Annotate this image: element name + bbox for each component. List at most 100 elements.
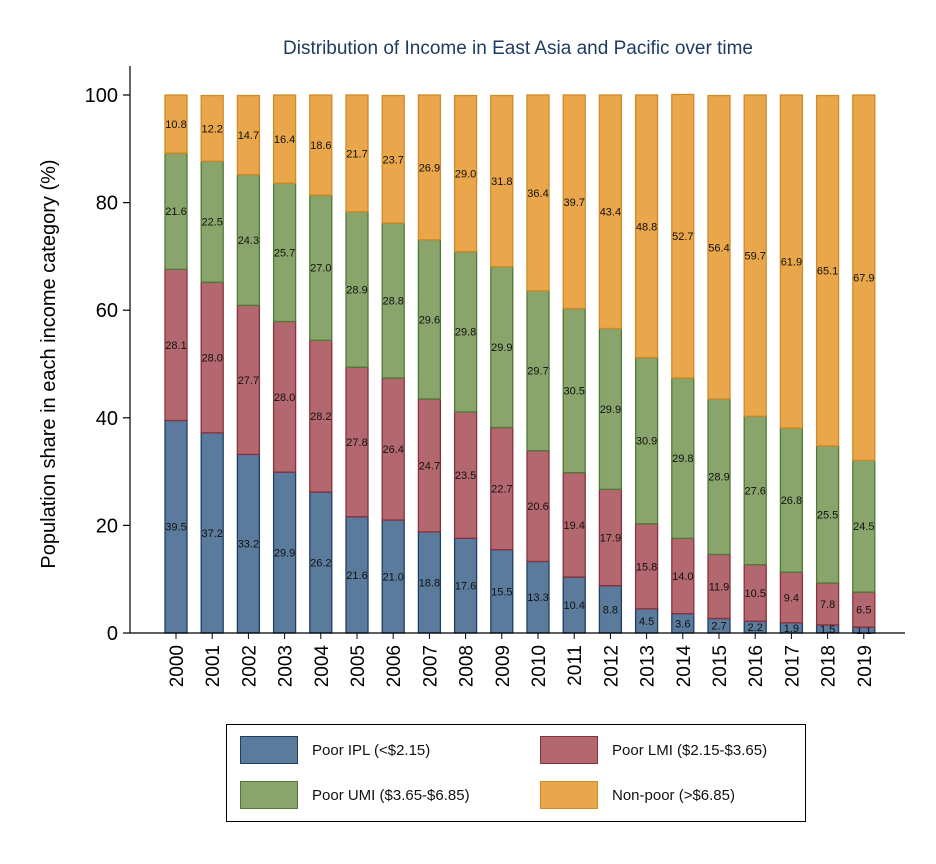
- legend-item-poor-ipl: Poor IPL (<$2.15): [240, 736, 430, 764]
- data-label: 26.2: [310, 558, 331, 570]
- data-label: 30.9: [636, 436, 657, 448]
- bar-segment: [815, 94, 840, 447]
- data-label: 37.2: [201, 528, 222, 540]
- legend-item-poor-umi: Poor UMI ($3.65-$6.85): [240, 781, 470, 809]
- x-tick-label: 2007: [420, 645, 441, 687]
- bar-segment: [562, 94, 586, 310]
- data-label: 26.8: [781, 495, 802, 507]
- data-label: 10.4: [563, 600, 584, 612]
- data-label: 27.6: [744, 485, 765, 497]
- data-label: 21.6: [346, 570, 367, 582]
- data-label: 20.6: [527, 501, 548, 513]
- x-tick-label: 2004: [312, 645, 333, 688]
- data-label: 1.9: [784, 623, 799, 635]
- data-label: 29.9: [491, 342, 512, 354]
- x-tick-label: 2019: [855, 645, 876, 687]
- x-tick-label: 2001: [203, 645, 224, 687]
- data-label: 39.5: [165, 522, 186, 534]
- data-label: 9.4: [784, 592, 799, 604]
- data-label: 1.1: [856, 625, 871, 637]
- data-label: 17.6: [455, 581, 476, 593]
- legend-swatch-poor-ipl: [240, 736, 298, 764]
- data-label: 15.8: [636, 561, 657, 573]
- data-label: 29.0: [455, 169, 476, 181]
- data-label: 2.7: [711, 621, 726, 633]
- data-label: 29.9: [274, 548, 295, 560]
- data-label: 28.2: [310, 411, 331, 423]
- data-label: 28.1: [165, 340, 186, 352]
- data-label: 2.2: [748, 622, 763, 634]
- legend-swatch-poor-lmi: [540, 736, 598, 764]
- data-label: 13.3: [527, 592, 548, 604]
- data-label: 27.7: [238, 375, 259, 387]
- data-label: 36.4: [527, 188, 548, 200]
- chart-title: Distribution of Income in East Asia and …: [283, 38, 753, 59]
- x-tick-label: 2010: [529, 645, 550, 687]
- bar-segment: [164, 94, 188, 154]
- data-label: 14.7: [238, 130, 259, 142]
- data-label: 39.7: [563, 197, 584, 209]
- bar-segment: [200, 94, 224, 162]
- data-label: 28.0: [274, 392, 295, 404]
- legend-label-poor-lmi: Poor LMI ($2.15-$3.65): [612, 741, 768, 759]
- y-tick-label: 100: [85, 85, 118, 107]
- data-label: 3.6: [675, 618, 690, 630]
- data-label: 30.5: [563, 386, 584, 398]
- data-label: 29.9: [600, 404, 621, 416]
- legend-label-poor-umi: Poor UMI ($3.65-$6.85): [312, 786, 470, 804]
- data-label: 21.7: [346, 148, 367, 160]
- data-label: 6.5: [856, 605, 871, 617]
- data-label: 15.5: [491, 586, 512, 598]
- bar-segment: [345, 94, 369, 213]
- bars-layer: 39.5 28.1 21.6 10.8 37.2 28.0 22.5 12.2 33.2 27.7…: [164, 93, 876, 637]
- data-label: 10.5: [744, 588, 765, 600]
- data-label: 18.8: [419, 577, 440, 589]
- bar-segment: [779, 94, 804, 429]
- data-label: 25.7: [274, 247, 295, 259]
- y-tick-label: 40: [96, 408, 118, 430]
- data-label: 24.7: [419, 460, 440, 472]
- legend-label-poor-ipl: Poor IPL (<$2.15): [312, 741, 431, 759]
- x-tick-label: 2014: [674, 645, 695, 688]
- x-tick-label: 2005: [348, 645, 369, 687]
- legend-item-non-poor: Non-poor (>$6.85): [540, 781, 735, 809]
- bar-segment: [634, 94, 659, 359]
- data-label: 24.5: [853, 521, 874, 533]
- axes-layer: 2000 2001 2002 2003 2004 2005 2006 2007 2008 2009…: [85, 66, 905, 687]
- x-tick-label: 2016: [746, 645, 767, 687]
- bar-segment: [490, 94, 514, 268]
- bar-segment: [309, 94, 333, 196]
- bar-segment: [671, 93, 695, 379]
- y-tick-label: 20: [96, 515, 118, 537]
- bar-segment: [526, 94, 550, 292]
- data-label: 33.2: [238, 539, 259, 551]
- data-label: 52.7: [672, 231, 693, 243]
- bar-segment: [598, 94, 623, 330]
- data-label: 67.9: [853, 273, 874, 285]
- bar-segment: [707, 94, 731, 400]
- data-label: 48.8: [636, 221, 657, 233]
- data-label: 59.7: [744, 251, 765, 263]
- data-label: 23.7: [382, 154, 403, 166]
- data-label: 17.9: [600, 533, 621, 545]
- data-label: 21.0: [382, 572, 403, 584]
- data-label: 22.7: [491, 484, 512, 496]
- data-label: 11.9: [709, 581, 730, 593]
- y-tick-label: 60: [96, 300, 118, 322]
- legend-swatch-poor-umi: [240, 781, 298, 809]
- bar-segment: [852, 94, 876, 461]
- data-label: 28.9: [346, 284, 367, 296]
- bar-segment: [236, 94, 261, 176]
- data-label: 7.8: [820, 599, 835, 611]
- data-label: 4.5: [639, 616, 654, 628]
- y-tick-label: 80: [96, 193, 118, 215]
- data-label: 29.6: [419, 314, 440, 326]
- data-label: 10.8: [165, 119, 186, 131]
- data-label: 18.6: [310, 140, 331, 152]
- legend-swatch-non-poor: [540, 781, 598, 809]
- x-tick-label: 2002: [239, 645, 260, 687]
- data-label: 16.4: [274, 134, 295, 146]
- data-label: 24.3: [238, 235, 259, 247]
- data-label: 19.4: [563, 520, 584, 532]
